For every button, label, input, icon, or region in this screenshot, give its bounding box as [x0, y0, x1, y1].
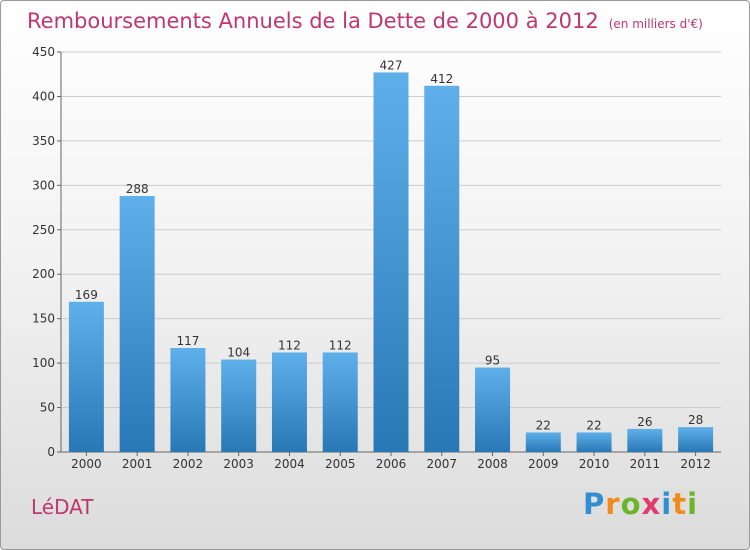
x-tick-label: 2008: [477, 457, 508, 471]
bar: [424, 85, 460, 453]
chart-unit: (en milliers d'€): [608, 17, 703, 31]
bar-value-label: 112: [329, 338, 352, 352]
y-tick-label: 450: [32, 45, 55, 59]
bar: [627, 428, 663, 452]
bar-value-label: 95: [485, 354, 500, 368]
logo-letter: r: [605, 487, 621, 521]
bar-value-label: 26: [637, 415, 652, 429]
logo-letter: i: [687, 487, 699, 521]
y-tick-label: 300: [32, 178, 55, 192]
x-tick-label: 2002: [173, 457, 204, 471]
y-tick-label: 50: [40, 401, 55, 415]
bar: [271, 352, 307, 452]
bar: [322, 352, 358, 452]
y-tick-label: 350: [32, 134, 55, 148]
town-name: LéDAT: [31, 495, 94, 519]
bar: [678, 427, 714, 452]
bar-value-label: 22: [536, 418, 551, 432]
bar-value-label: 112: [278, 338, 301, 352]
bar-value-label: 104: [227, 346, 250, 360]
bar: [525, 432, 561, 452]
logo-letter: P: [583, 487, 606, 521]
bar: [170, 348, 206, 452]
chart-title: Remboursements Annuels de la Dette de 20…: [27, 9, 703, 33]
bar: [576, 432, 612, 452]
bar-chart: 0 50 100 150 200 250 300 350 400 450 169 2000 288 200…: [32, 45, 721, 471]
logo-letter: t: [672, 487, 688, 521]
logo-letter: o: [620, 487, 642, 521]
x-tick-label: 2000: [71, 457, 102, 471]
x-tick-label: 2011: [630, 457, 661, 471]
y-tick-label: 0: [47, 445, 55, 459]
x-tick-label: 2003: [223, 457, 254, 471]
bar-value-label: 22: [586, 418, 601, 432]
x-tick-label: 2005: [325, 457, 356, 471]
y-tick-label: 150: [32, 312, 55, 326]
y-tick-label: 250: [32, 223, 55, 237]
proxiti-logo: Proxiti: [583, 487, 698, 521]
bar-value-label: 288: [126, 182, 149, 196]
y-tick-label: 100: [32, 356, 55, 370]
logo-letter: i: [661, 487, 673, 521]
bar-value-label: 412: [430, 72, 453, 86]
bar-value-label: 169: [75, 288, 98, 302]
bar: [68, 301, 104, 452]
bar: [221, 359, 257, 452]
bar: [119, 196, 155, 452]
x-tick-label: 2001: [122, 457, 153, 471]
bar: [373, 72, 409, 452]
logo-letter: x: [641, 487, 662, 521]
chart-title-text: Remboursements Annuels de la Dette de 20…: [27, 9, 599, 33]
y-tick-label: 200: [32, 267, 55, 281]
x-tick-label: 2010: [579, 457, 610, 471]
x-tick-label: 2012: [680, 457, 711, 471]
x-tick-label: 2004: [274, 457, 305, 471]
bar: [475, 367, 511, 452]
y-tick-label: 400: [32, 89, 55, 103]
x-tick-label: 2007: [426, 457, 457, 471]
bar-value-label: 28: [688, 413, 703, 427]
bar-value-label: 427: [380, 58, 403, 72]
bar-value-label: 117: [176, 334, 199, 348]
x-tick-label: 2009: [528, 457, 559, 471]
x-tick-label: 2006: [376, 457, 407, 471]
